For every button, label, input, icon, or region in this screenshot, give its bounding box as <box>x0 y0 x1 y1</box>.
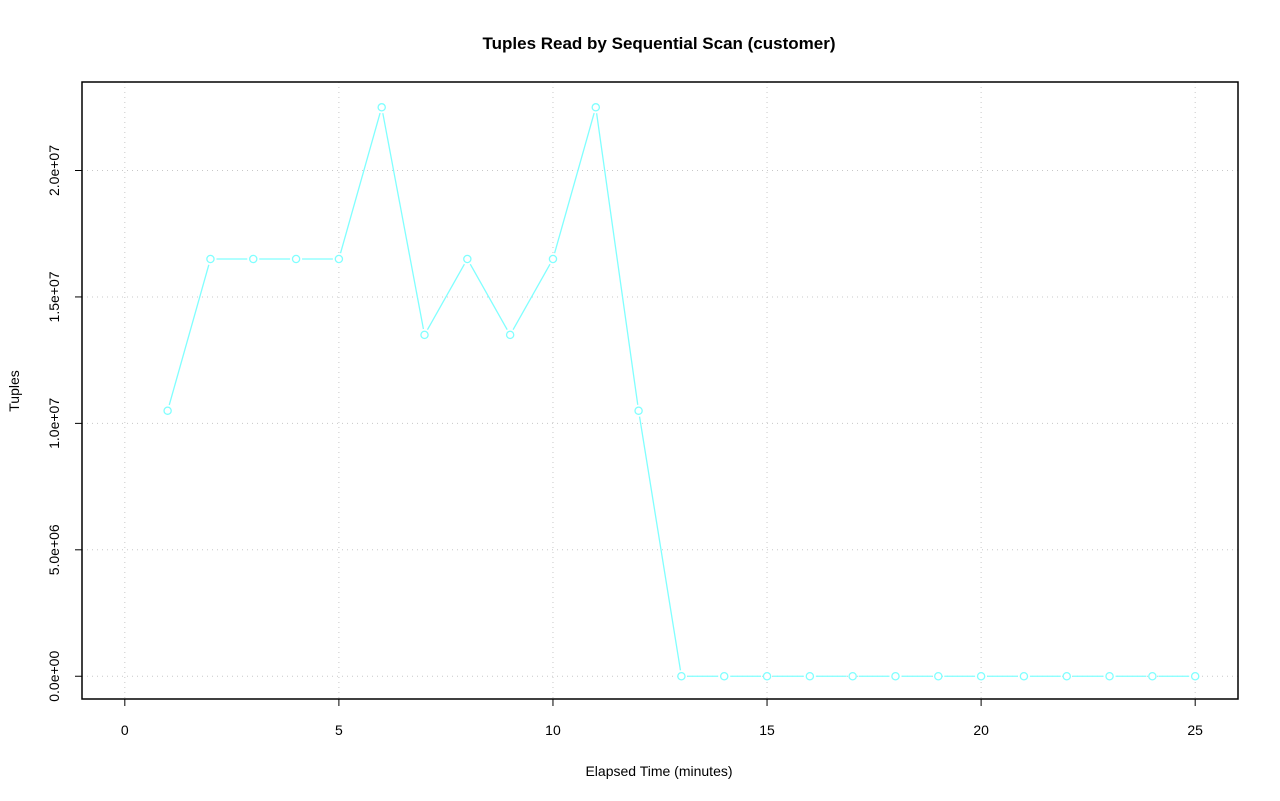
data-point <box>1105 671 1114 681</box>
data-point <box>934 671 943 681</box>
series-segment <box>168 264 210 406</box>
data-point <box>891 671 900 681</box>
data-point <box>1019 671 1029 681</box>
y-tick-label: 0.0e+00 <box>46 651 62 702</box>
chart-title: Tuples Read by Sequential Scan (customer… <box>483 34 836 53</box>
y-tick-label: 5.0e+06 <box>46 524 62 575</box>
series-segment <box>638 416 682 671</box>
y-tick-label: 1.5e+07 <box>46 271 62 322</box>
series-segment <box>595 113 639 405</box>
data-point <box>291 254 301 264</box>
data-point <box>1062 671 1071 681</box>
series-layer <box>163 103 1200 681</box>
series-segment <box>382 113 425 330</box>
data-point <box>805 671 815 681</box>
data-point <box>249 254 258 264</box>
data-point <box>420 330 429 340</box>
data-point <box>163 406 172 415</box>
x-tick-label: 20 <box>973 722 989 738</box>
data-point <box>377 103 386 112</box>
series-segment <box>426 263 465 330</box>
grid <box>82 82 1238 699</box>
data-point <box>762 671 772 681</box>
x-tick-label: 10 <box>545 722 561 738</box>
data-point <box>591 103 601 112</box>
data-point <box>1190 671 1200 681</box>
series-segment <box>512 263 551 330</box>
data-point <box>634 406 643 415</box>
data-point <box>976 671 986 681</box>
x-tick-label: 5 <box>335 722 343 738</box>
data-point <box>677 671 686 681</box>
series-0 <box>163 103 1200 681</box>
x-axis: 0 5 10 15 20 25 <box>121 699 1203 738</box>
plot-frame <box>81 81 1239 700</box>
data-point <box>334 254 344 264</box>
data-point <box>463 254 472 264</box>
y-axis-label: Tuples <box>6 370 22 412</box>
series-segment <box>339 112 381 254</box>
y-tick-label: 1.0e+07 <box>46 398 62 449</box>
y-tick-label: 2.0e+07 <box>46 145 62 196</box>
data-point <box>1148 671 1157 681</box>
series-segment <box>553 112 595 254</box>
x-tick-label: 25 <box>1187 722 1203 738</box>
y-axis: 0.0e+00 5.0e+06 1.0e+07 1.5e+07 2.0e+07 <box>46 145 82 702</box>
data-point <box>848 671 857 681</box>
series-segment <box>469 263 508 330</box>
x-tick-label: 15 <box>759 722 775 738</box>
data-point <box>505 330 515 340</box>
x-axis-label: Elapsed Time (minutes) <box>585 763 732 779</box>
data-point <box>206 254 215 264</box>
x-tick-label: 0 <box>121 722 129 738</box>
data-point <box>548 254 558 264</box>
data-point <box>719 671 729 681</box>
